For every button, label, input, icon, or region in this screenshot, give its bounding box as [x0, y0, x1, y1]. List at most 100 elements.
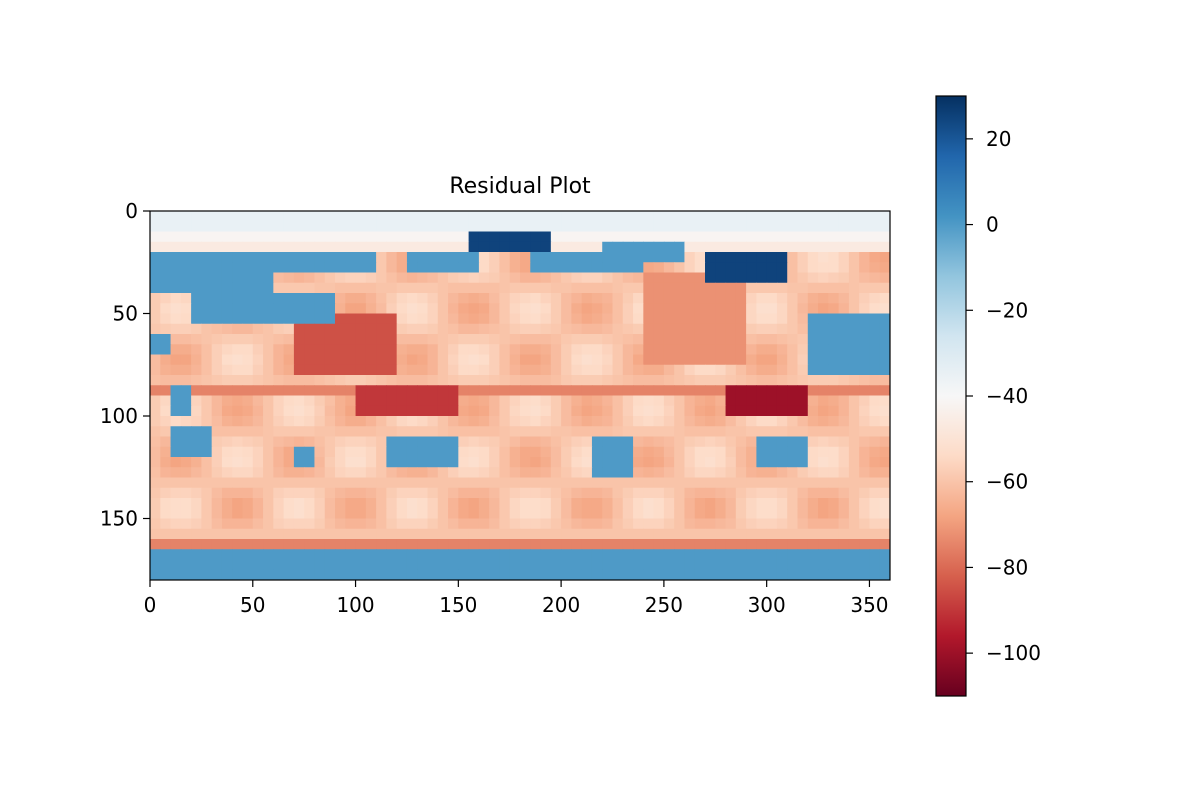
- heatmap-cell: [869, 405, 881, 417]
- heatmap-cell: [335, 375, 346, 386]
- heatmap-cell: [232, 323, 244, 335]
- heatmap-cell: [653, 252, 665, 263]
- heatmap-cell: [345, 211, 357, 222]
- heatmap-cell: [859, 272, 871, 284]
- heatmap-cell: [674, 323, 686, 335]
- heatmap-cell: [355, 518, 367, 530]
- heatmap-cell: [314, 231, 326, 243]
- heatmap-cell: [746, 477, 757, 489]
- heatmap-cell: [838, 467, 850, 479]
- heatmap-cell: [437, 211, 449, 222]
- heatmap-cell: [776, 457, 788, 468]
- heatmap-cell: [263, 395, 274, 407]
- heatmap-cell: [273, 426, 285, 438]
- heatmap-cell: [365, 436, 377, 448]
- heatmap-cell: [201, 221, 213, 233]
- heatmap-cell: [232, 375, 244, 386]
- heatmap-cell: [653, 303, 665, 315]
- heatmap-cell: [345, 354, 357, 366]
- heatmap-cell: [252, 405, 264, 417]
- heatmap-cell: [396, 559, 408, 571]
- heatmap-cell: [725, 323, 737, 335]
- heatmap-cell: [612, 385, 624, 397]
- heatmap-cell: [283, 252, 295, 263]
- heatmap-cell: [694, 539, 706, 550]
- heatmap-cell: [766, 487, 778, 499]
- heatmap-cell: [807, 231, 819, 243]
- heatmap-cell: [396, 231, 408, 243]
- heatmap-cell: [242, 354, 254, 366]
- heatmap-cell: [561, 416, 572, 427]
- heatmap-cell: [191, 569, 202, 580]
- heatmap-cell: [304, 426, 316, 438]
- heatmap-cell: [489, 303, 501, 315]
- heatmap-cell: [520, 487, 531, 499]
- heatmap-cell: [756, 416, 768, 427]
- heatmap-cell: [304, 262, 316, 274]
- heatmap-cell: [633, 436, 644, 448]
- heatmap-cell: [263, 211, 274, 222]
- heatmap-cell: [684, 518, 696, 530]
- heatmap-cell: [848, 211, 860, 222]
- heatmap-cell: [591, 477, 603, 489]
- heatmap-cell: [746, 241, 757, 253]
- heatmap-cell: [417, 375, 429, 386]
- heatmap-cell: [427, 405, 439, 417]
- heatmap-cell: [705, 487, 716, 499]
- heatmap-cell: [478, 446, 490, 458]
- heatmap-cell: [458, 221, 470, 233]
- heatmap-cell: [643, 293, 655, 304]
- heatmap-cell: [879, 303, 890, 315]
- heatmap-cell: [345, 426, 357, 438]
- heatmap-cell: [859, 539, 871, 550]
- heatmap-cell: [283, 446, 295, 458]
- heatmap-cell: [283, 344, 295, 356]
- heatmap-cell: [211, 405, 223, 417]
- heatmap-cell: [663, 457, 675, 468]
- heatmap-cell: [355, 539, 367, 550]
- heatmap-cell: [735, 344, 747, 356]
- heatmap-cell: [160, 518, 172, 530]
- heatmap-cell: [694, 211, 706, 222]
- heatmap-cell: [458, 375, 470, 386]
- heatmap-cell: [746, 446, 757, 458]
- heatmap-cell: [324, 487, 336, 499]
- heatmap-cell: [365, 405, 377, 417]
- heatmap-cell: [335, 518, 346, 530]
- heatmap-cell: [561, 262, 572, 274]
- heatmap-cell: [345, 313, 357, 325]
- heatmap-cell: [530, 354, 542, 366]
- heatmap-cell: [859, 559, 871, 571]
- heatmap-cell: [489, 426, 501, 438]
- heatmap-cell: [242, 344, 254, 356]
- heatmap-cell: [787, 446, 799, 458]
- heatmap-cell: [509, 303, 521, 315]
- heatmap-cell: [848, 498, 860, 509]
- heatmap-cell: [499, 344, 511, 356]
- heatmap-cell: [869, 364, 881, 376]
- heatmap-cell: [633, 241, 644, 253]
- heatmap-cell: [273, 446, 285, 458]
- heatmap-cell: [643, 323, 655, 335]
- heatmap-cell: [705, 262, 716, 274]
- heatmap-cell: [283, 303, 295, 315]
- heatmap-cell: [170, 252, 182, 263]
- heatmap-cell: [345, 569, 357, 580]
- heatmap-cell: [437, 518, 449, 530]
- heatmap-cell: [550, 252, 562, 263]
- heatmap-cell: [180, 313, 192, 325]
- heatmap-cell: [448, 518, 459, 530]
- heatmap-cell: [643, 477, 655, 489]
- heatmap-cell: [499, 528, 511, 540]
- heatmap-cell: [746, 416, 757, 427]
- heatmap-cell: [345, 241, 357, 253]
- heatmap-cell: [838, 211, 850, 222]
- heatmap-cell: [437, 282, 449, 294]
- heatmap-cell: [746, 405, 757, 417]
- heatmap-cell: [345, 528, 357, 540]
- heatmap-cell: [705, 385, 716, 397]
- heatmap-cell: [355, 508, 367, 520]
- heatmap-cell: [509, 282, 521, 294]
- heatmap-cell: [170, 323, 182, 335]
